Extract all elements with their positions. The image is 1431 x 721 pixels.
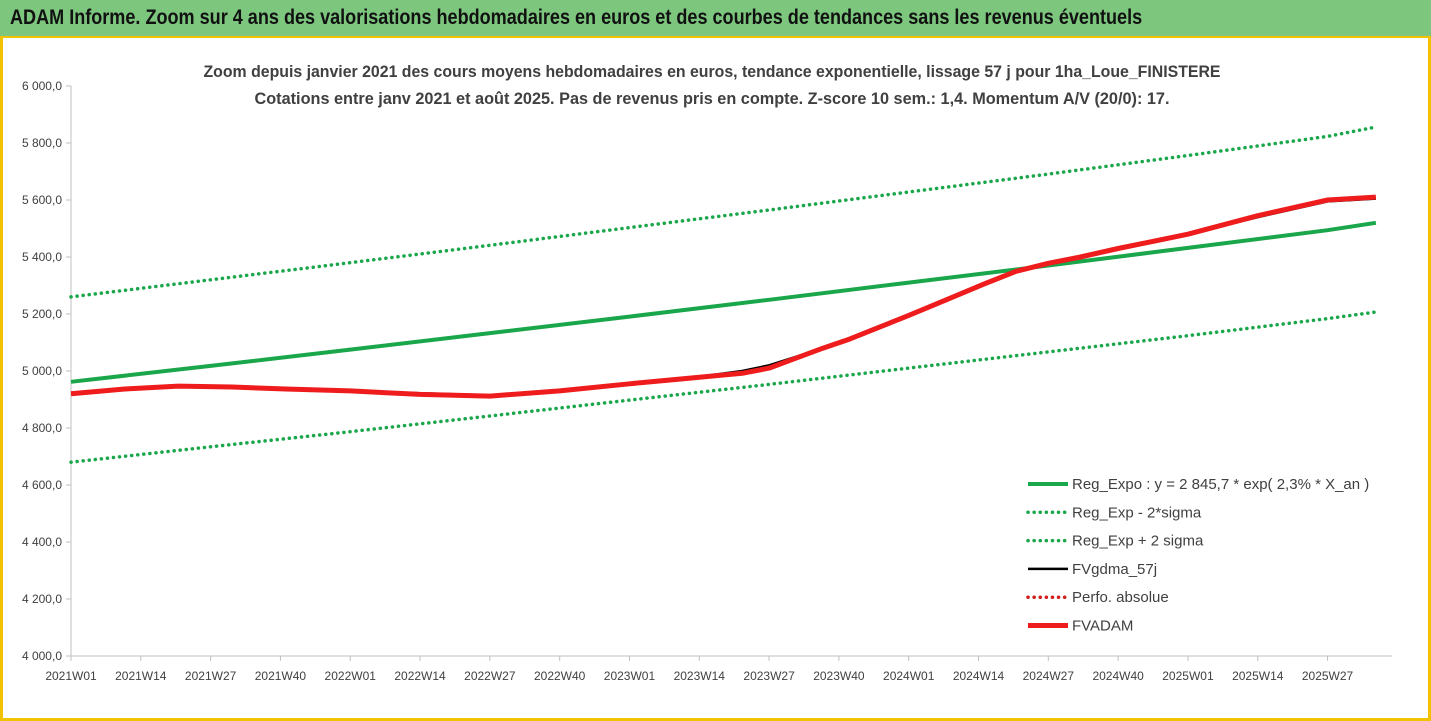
legend-label: Reg_Expo : y = 2 845,7 * exp( 2,3% * X_a… xyxy=(1072,476,1369,493)
series-line-5 xyxy=(70,194,1377,399)
legend-label: FVADAM xyxy=(1072,618,1133,635)
x-tick-label: 2024W27 xyxy=(1023,669,1075,683)
chart-title: Zoom depuis janvier 2021 des cours moyen… xyxy=(204,62,1221,81)
y-tick-label: 5 000,0 xyxy=(22,364,62,378)
x-tick-label: 2025W27 xyxy=(1302,669,1354,683)
chart-subtitle: Cotations entre janv 2021 et août 2025. … xyxy=(255,89,1170,108)
x-tick-label: 2025W01 xyxy=(1162,669,1214,683)
report-banner: ADAM Informe. Zoom sur 4 ans des valoris… xyxy=(0,0,1431,38)
y-tick-label: 4 800,0 xyxy=(22,421,62,435)
series-line-1 xyxy=(69,310,1378,464)
legend-label: FVgdma_57j xyxy=(1072,561,1157,578)
y-tick-label: 4 600,0 xyxy=(22,478,62,492)
x-tick-label: 2022W27 xyxy=(464,669,516,683)
y-tick-label: 5 800,0 xyxy=(22,136,62,150)
x-tick-label: 2023W01 xyxy=(604,669,656,683)
x-tick-label: 2022W01 xyxy=(325,669,377,683)
x-tick-label: 2021W40 xyxy=(255,669,307,683)
x-tick-label: 2023W27 xyxy=(743,669,795,683)
x-tick-label: 2023W40 xyxy=(813,669,865,683)
series-line-3 xyxy=(70,197,1376,397)
legend-label: Reg_Exp + 2 sigma xyxy=(1072,533,1204,550)
x-tick-label: 2025W14 xyxy=(1232,669,1284,683)
x-tick-label: 2023W14 xyxy=(674,669,726,683)
chart-legend: Reg_Expo : y = 2 845,7 * exp( 2,3% * X_a… xyxy=(1026,476,1369,635)
y-tick-label: 4 200,0 xyxy=(22,592,62,606)
y-tick-label: 6 000,0 xyxy=(22,79,62,93)
x-tick-label: 2021W01 xyxy=(45,669,97,683)
x-tick-label: 2022W14 xyxy=(394,669,446,683)
x-tick-label: 2021W14 xyxy=(115,669,167,683)
y-tick-label: 5 400,0 xyxy=(22,250,62,264)
x-tick-label: 2022W40 xyxy=(534,669,586,683)
y-tick-label: 4 400,0 xyxy=(22,535,62,549)
chart-axes: 4 000,0 4 200,0 4 400,0 4 600,0 4 800,0 5 000… xyxy=(22,79,1392,683)
x-tick-label: 2024W40 xyxy=(1092,669,1144,683)
x-tick-label: 2024W01 xyxy=(883,669,935,683)
y-tick-label: 4 000,0 xyxy=(22,649,62,663)
legend-label: Reg_Exp - 2*sigma xyxy=(1072,504,1202,521)
series-line-2 xyxy=(69,125,1378,299)
x-tick-label: 2024W14 xyxy=(953,669,1005,683)
chart-frame xyxy=(0,38,1431,721)
x-tick-label: 2021W27 xyxy=(185,669,237,683)
chart-series xyxy=(69,125,1378,464)
series-line-0 xyxy=(70,220,1377,384)
y-tick-label: 5 600,0 xyxy=(22,193,62,207)
legend-label: Perfo. absolue xyxy=(1072,589,1169,606)
y-tick-label: 5 200,0 xyxy=(22,307,62,321)
report-title: ADAM Informe. Zoom sur 4 ans des valoris… xyxy=(10,6,1143,29)
